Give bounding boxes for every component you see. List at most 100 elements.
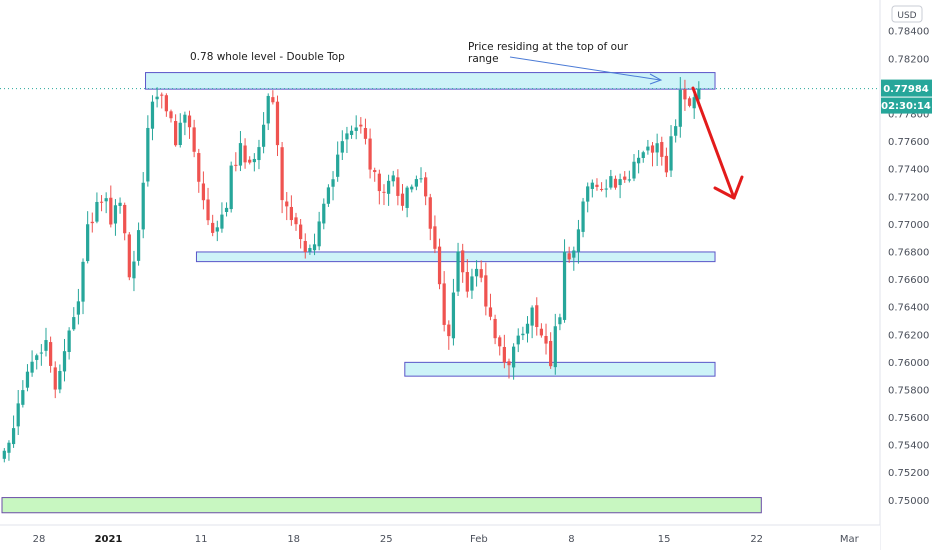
candle-body: [433, 226, 437, 249]
annotation-layer: 0.78 whole level - Double Top Price resi…: [190, 41, 629, 65]
candle-body: [86, 224, 90, 262]
candle-body: [377, 173, 381, 192]
candle-body: [308, 248, 312, 252]
candle: [136, 222, 141, 266]
candle-body: [419, 178, 423, 180]
candle-body: [687, 98, 692, 106]
candle-body: [25, 371, 30, 388]
y-tick-label: 0.77200: [888, 192, 929, 203]
candle-body: [67, 330, 71, 352]
time-axis: 28 2021 11 18 25 Feb 8 15 22 Mar: [0, 524, 932, 550]
candle-body: [160, 94, 164, 96]
candle: [609, 169, 613, 190]
candle: [317, 211, 321, 251]
candle: [674, 119, 678, 143]
candle: [62, 338, 67, 382]
candle: [345, 126, 349, 153]
candle: [599, 182, 604, 192]
y-tick-label: 0.76600: [888, 275, 929, 286]
candle-body: [164, 95, 168, 112]
candle: [252, 153, 256, 172]
candle-body: [294, 217, 298, 225]
candle: [174, 114, 178, 147]
candle-body: [586, 186, 590, 202]
candle: [516, 328, 520, 353]
candle-body: [220, 214, 224, 229]
price-tag-label: 0.77984: [883, 84, 929, 95]
candle-body: [234, 164, 238, 166]
zone-green-zone[interactable]: [1, 497, 762, 514]
candle: [549, 332, 553, 369]
candle-body: [192, 127, 196, 152]
candle: [391, 170, 395, 187]
candle-body: [81, 261, 85, 302]
candle: [641, 150, 645, 163]
candle-body: [30, 361, 34, 373]
zone-bottom-support[interactable]: [404, 361, 716, 377]
candle-body: [562, 251, 567, 320]
candle-body: [183, 114, 187, 123]
candle: [206, 187, 210, 226]
candle: [178, 113, 182, 148]
candle-body: [442, 283, 446, 325]
candle: [613, 175, 618, 190]
candle: [192, 119, 196, 158]
candle-body: [544, 335, 548, 344]
candle: [521, 326, 525, 341]
candle: [16, 390, 20, 435]
arrows-layer: [509, 56, 744, 200]
candle-body: [16, 403, 20, 427]
x-tick-label: 8: [568, 534, 574, 545]
candle-body: [437, 246, 442, 285]
annotation-range-line1: Price residing at the top of our: [468, 41, 629, 53]
candle-body: [136, 230, 141, 261]
candle: [405, 185, 409, 218]
candle: [479, 260, 483, 283]
candle: [410, 184, 414, 193]
zone-mid-support[interactable]: [195, 251, 716, 263]
x-tick-label: 18: [287, 534, 300, 545]
candle-body: [456, 251, 460, 292]
candle: [373, 167, 377, 182]
candle-body: [49, 342, 53, 366]
candle-body: [169, 111, 173, 119]
candle: [261, 112, 266, 154]
y-tick-label: 0.77600: [888, 137, 929, 148]
annotation-double-top: 0.78 whole level - Double Top: [190, 51, 345, 63]
candle: [127, 232, 131, 281]
candle: [359, 117, 363, 134]
candle: [164, 93, 168, 117]
currency-box[interactable]: [891, 5, 923, 23]
candle: [576, 219, 581, 264]
candle-body: [400, 193, 405, 206]
x-tick-label: 28: [33, 534, 46, 545]
candle: [90, 212, 94, 233]
candle: [525, 316, 530, 343]
candle-body: [58, 371, 62, 390]
candle-body: [525, 323, 530, 334]
candle: [530, 305, 534, 339]
candle-body: [90, 221, 94, 224]
candle-body: [382, 191, 386, 193]
candle-body: [664, 155, 669, 173]
zone-top-range[interactable]: [145, 72, 716, 90]
bearish-arrow-head: [713, 175, 744, 200]
time-axis-bg: [0, 525, 880, 550]
candle: [67, 327, 71, 360]
candle-body: [641, 152, 645, 158]
candle: [224, 202, 229, 217]
candle-body: [646, 146, 650, 151]
candle-body: [386, 180, 391, 194]
candle: [160, 92, 164, 109]
candle: [289, 195, 293, 226]
candle: [294, 212, 298, 231]
y-tick-label: 0.75800: [888, 385, 929, 396]
candle-body: [174, 121, 178, 146]
x-tick-label: 11: [195, 534, 208, 545]
candle: [396, 169, 400, 206]
candle-body: [132, 261, 136, 279]
pointer-arrow-line: [509, 56, 661, 81]
countdown-tag: [881, 97, 932, 114]
